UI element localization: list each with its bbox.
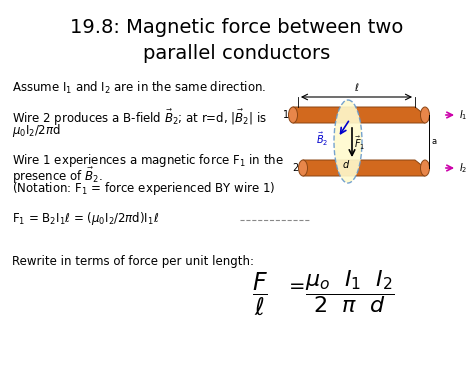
Text: $I_2$: $I_2$ bbox=[459, 161, 467, 175]
Text: 2: 2 bbox=[293, 163, 299, 173]
Text: Wire 1 experiences a magnetic force F$_1$ in the: Wire 1 experiences a magnetic force F$_1… bbox=[12, 152, 284, 169]
Text: $=$: $=$ bbox=[285, 276, 305, 294]
Text: a: a bbox=[432, 137, 437, 146]
Ellipse shape bbox=[420, 107, 429, 123]
Text: $d$: $d$ bbox=[342, 157, 350, 169]
Text: $\mu_0$I$_2$/2$\pi$d: $\mu_0$I$_2$/2$\pi$d bbox=[12, 122, 61, 139]
Ellipse shape bbox=[334, 100, 362, 183]
Text: $\vec{F}_1$: $\vec{F}_1$ bbox=[354, 135, 365, 152]
Text: $I_1$: $I_1$ bbox=[459, 108, 467, 122]
Text: presence of $\vec{B}_2$.: presence of $\vec{B}_2$. bbox=[12, 166, 103, 186]
Text: $\ell$: $\ell$ bbox=[354, 81, 359, 93]
Text: $\dfrac{\mu_o\ \ I_1\ \ I_2}{2\ \ \pi\ \ d}$: $\dfrac{\mu_o\ \ I_1\ \ I_2}{2\ \ \pi\ \… bbox=[305, 268, 395, 315]
Ellipse shape bbox=[289, 107, 298, 123]
Text: Rewrite in terms of force per unit length:: Rewrite in terms of force per unit lengt… bbox=[12, 255, 254, 268]
Text: parallel conductors: parallel conductors bbox=[143, 44, 331, 63]
Text: 1: 1 bbox=[283, 110, 289, 120]
Text: 19.8: Magnetic force between two: 19.8: Magnetic force between two bbox=[70, 18, 404, 37]
Text: F$_1$ = B$_2$I$_1\ell$ = ($\mu_0$I$_2$/2$\pi$d)I$_1\ell$: F$_1$ = B$_2$I$_1\ell$ = ($\mu_0$I$_2$/2… bbox=[12, 210, 159, 227]
Text: Assume I$_1$ and I$_2$ are in the same direction.: Assume I$_1$ and I$_2$ are in the same d… bbox=[12, 80, 266, 96]
Ellipse shape bbox=[299, 160, 308, 176]
Text: (Notation: F$_1$ = force experienced BY wire 1): (Notation: F$_1$ = force experienced BY … bbox=[12, 180, 275, 197]
Text: Wire 2 produces a B-field $\vec{B}_2$; at r=d, |$\vec{B}_2$| is: Wire 2 produces a B-field $\vec{B}_2$; a… bbox=[12, 108, 267, 128]
Ellipse shape bbox=[420, 160, 429, 176]
Text: $\vec{B}_2$: $\vec{B}_2$ bbox=[316, 131, 328, 148]
Text: $\dfrac{F}{\ell}$: $\dfrac{F}{\ell}$ bbox=[252, 270, 268, 317]
Polygon shape bbox=[303, 160, 425, 176]
Polygon shape bbox=[293, 107, 425, 123]
